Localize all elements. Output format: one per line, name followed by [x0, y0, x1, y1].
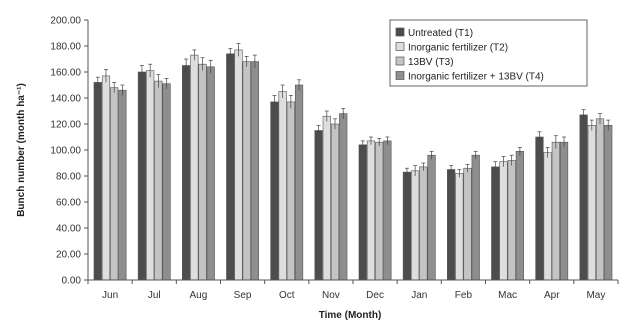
bar	[137, 71, 147, 281]
bar	[322, 115, 331, 281]
bar	[93, 82, 102, 281]
legend-swatch	[395, 27, 405, 37]
bar	[190, 54, 199, 281]
bar	[402, 171, 412, 281]
bar	[604, 125, 613, 281]
x-tick-label: Feb	[455, 290, 473, 301]
x-axis-title: Time (Month)	[319, 310, 382, 321]
bar	[595, 118, 605, 281]
bar	[101, 75, 111, 281]
bar	[551, 141, 560, 281]
bar	[242, 61, 251, 281]
bar	[419, 166, 428, 281]
bar	[491, 166, 500, 281]
bar	[234, 49, 243, 281]
bar	[314, 130, 323, 281]
legend-label: Inorganic fertilizer + 13BV (T4)	[408, 72, 544, 83]
y-tick-label: 80.00	[56, 172, 81, 183]
legend-label: 13BV (T3)	[408, 57, 454, 68]
x-tick-label: Jun	[102, 290, 118, 301]
x-tick-label: Oct	[279, 290, 295, 301]
y-tick-label: 160.00	[50, 68, 81, 79]
bar	[579, 114, 588, 281]
y-tick-label: 100.00	[50, 146, 81, 157]
bar	[543, 152, 552, 281]
y-tick-label: 20.00	[56, 250, 81, 261]
bar	[358, 144, 367, 281]
bar	[270, 101, 279, 281]
legend-label: Inorganic fertilizer (T2)	[408, 43, 508, 54]
y-tick-label: 120.00	[50, 120, 81, 131]
bar	[339, 113, 348, 281]
x-tick-label: Jul	[148, 290, 161, 301]
y-axis-title: Bunch number (month ha⁻¹)	[16, 83, 27, 217]
axes-layer: 0.00 20.00 40.00 60.00 80.00 100.00 120.00 140.…	[50, 16, 619, 301]
x-tick-label: Apr	[544, 290, 560, 301]
legend-swatch	[395, 42, 405, 51]
y-tick-label: 40.00	[56, 224, 81, 235]
x-tick-label: Mac	[498, 290, 517, 301]
legend-box	[389, 19, 588, 87]
bar	[411, 170, 420, 281]
bar	[226, 53, 235, 281]
bars-layer	[93, 43, 613, 281]
bar	[294, 84, 304, 281]
x-tick-label: Dec	[366, 290, 384, 301]
bar	[447, 169, 456, 281]
y-tick-label: 180.00	[50, 42, 81, 53]
legend-swatch	[395, 56, 405, 66]
x-tick-label: Sep	[234, 290, 252, 301]
x-tick-label: Nov	[322, 290, 340, 301]
bar	[146, 70, 155, 281]
bar	[463, 167, 472, 281]
bar	[375, 141, 384, 281]
bar	[455, 173, 464, 281]
bar	[507, 160, 516, 281]
bar	[587, 125, 596, 281]
x-tick-label: Jan	[411, 290, 427, 301]
legend-label: Untreated (T1)	[408, 28, 473, 39]
bar	[206, 66, 215, 281]
y-tick-label: 140.00	[50, 94, 81, 105]
bar	[330, 123, 340, 281]
y-tick-label: 200.00	[50, 16, 81, 27]
bar	[250, 61, 259, 281]
legend-swatch	[395, 71, 405, 80]
bar	[198, 63, 207, 281]
bar	[515, 151, 524, 281]
bar	[427, 154, 436, 281]
bar	[383, 140, 392, 281]
bar	[499, 161, 508, 281]
x-tick-label: Aug	[190, 290, 208, 301]
bar	[278, 91, 287, 281]
bar	[118, 89, 127, 281]
bar	[535, 136, 544, 281]
bar	[162, 83, 171, 281]
legend: Untreated (T1) Inorganic fertilizer (T2) 1…	[389, 19, 588, 87]
bar	[154, 80, 163, 281]
bar	[286, 101, 295, 281]
bar	[110, 87, 119, 281]
bar	[559, 141, 569, 281]
bar	[182, 65, 191, 281]
y-tick-label: 60.00	[56, 198, 81, 209]
y-tick-label: 0.00	[62, 276, 82, 287]
bar	[366, 140, 376, 281]
x-tick-label: May	[586, 290, 605, 301]
bar	[471, 154, 480, 281]
